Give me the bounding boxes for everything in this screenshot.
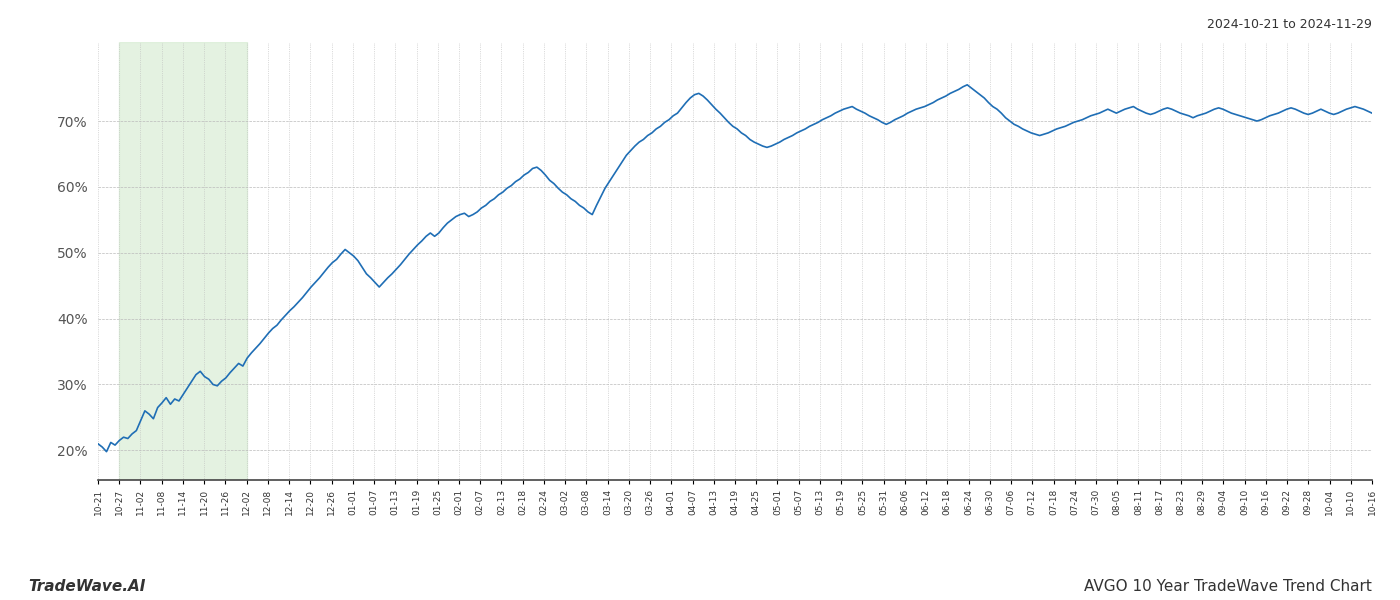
Text: AVGO 10 Year TradeWave Trend Chart: AVGO 10 Year TradeWave Trend Chart xyxy=(1084,579,1372,594)
Bar xyxy=(119,42,246,480)
Text: 2024-10-21 to 2024-11-29: 2024-10-21 to 2024-11-29 xyxy=(1207,18,1372,31)
Text: TradeWave.AI: TradeWave.AI xyxy=(28,579,146,594)
